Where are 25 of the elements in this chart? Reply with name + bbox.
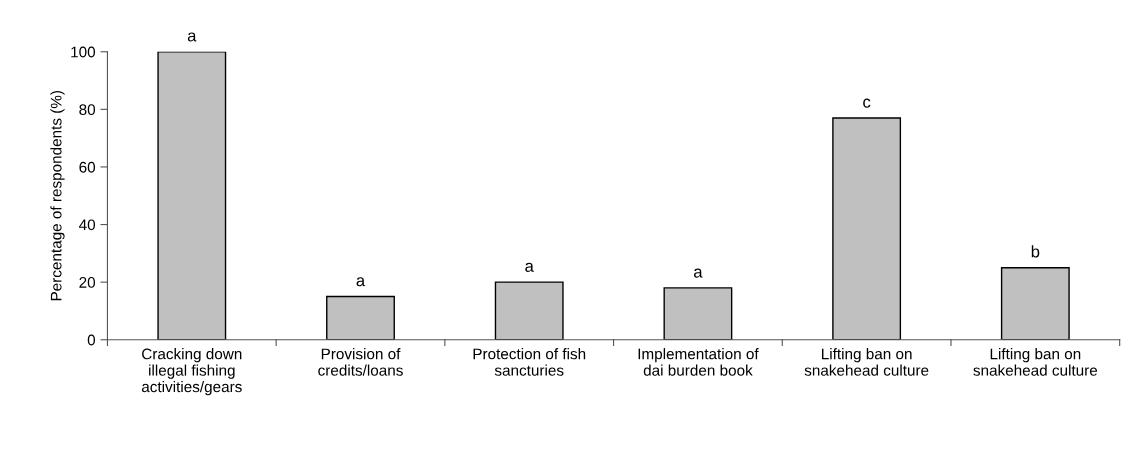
bar [1000, 267, 1070, 340]
x-tick-label: Implementation of dai burden book [638, 348, 759, 376]
y-tick-label: 20 [79, 277, 96, 288]
y-tick-label: 60 [79, 161, 96, 173]
bar [326, 295, 395, 340]
x-tick-label: Provision of credits/loans [318, 348, 403, 376]
y-axis-title: Percentage of respondents (%) [50, 90, 65, 301]
x-tick-label: Cracking down illegal fishing activities/gears [141, 348, 242, 396]
data-label: a [525, 262, 534, 272]
y-tick-label: 0 [87, 334, 96, 346]
data-label: b [1031, 245, 1040, 258]
bar [663, 287, 733, 340]
x-tick-label: Lifting ban on snakehead culture [804, 348, 929, 376]
x-tick-label: Protection of fish sancturies [473, 348, 586, 376]
y-tick-label: 40 [79, 219, 96, 231]
y-tick-label: 80 [79, 104, 96, 116]
data-label: a [187, 32, 197, 42]
data-label: a [694, 268, 703, 278]
data-label: c [863, 98, 871, 108]
bar [494, 281, 564, 340]
bar [832, 117, 902, 340]
bar [157, 51, 227, 340]
data-label: a [356, 277, 366, 287]
x-tick-label: Lifting ban on snakehead culture [973, 348, 1098, 376]
y-tick-label: 100 [71, 46, 96, 58]
